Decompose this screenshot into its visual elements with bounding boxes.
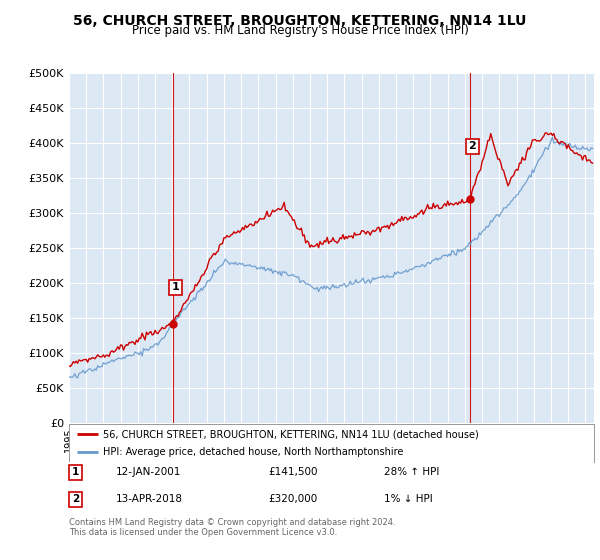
Text: 56, CHURCH STREET, BROUGHTON, KETTERING, NN14 1LU (detached house): 56, CHURCH STREET, BROUGHTON, KETTERING,… xyxy=(103,429,479,439)
Text: Contains HM Land Registry data © Crown copyright and database right 2024.
This d: Contains HM Land Registry data © Crown c… xyxy=(69,518,395,538)
Text: 13-APR-2018: 13-APR-2018 xyxy=(116,494,183,504)
Text: 1: 1 xyxy=(71,468,79,478)
Text: 56, CHURCH STREET, BROUGHTON, KETTERING, NN14 1LU: 56, CHURCH STREET, BROUGHTON, KETTERING,… xyxy=(73,14,527,28)
Text: 1% ↓ HPI: 1% ↓ HPI xyxy=(384,494,433,504)
Text: 1: 1 xyxy=(172,282,179,292)
Text: £320,000: £320,000 xyxy=(269,494,318,504)
Text: HPI: Average price, detached house, North Northamptonshire: HPI: Average price, detached house, Nort… xyxy=(103,447,404,457)
Text: £141,500: £141,500 xyxy=(269,468,318,478)
Text: Price paid vs. HM Land Registry's House Price Index (HPI): Price paid vs. HM Land Registry's House … xyxy=(131,24,469,37)
Text: 12-JAN-2001: 12-JAN-2001 xyxy=(116,468,182,478)
Text: 28% ↑ HPI: 28% ↑ HPI xyxy=(384,468,439,478)
Text: 2: 2 xyxy=(469,141,476,151)
Text: 2: 2 xyxy=(71,494,79,504)
